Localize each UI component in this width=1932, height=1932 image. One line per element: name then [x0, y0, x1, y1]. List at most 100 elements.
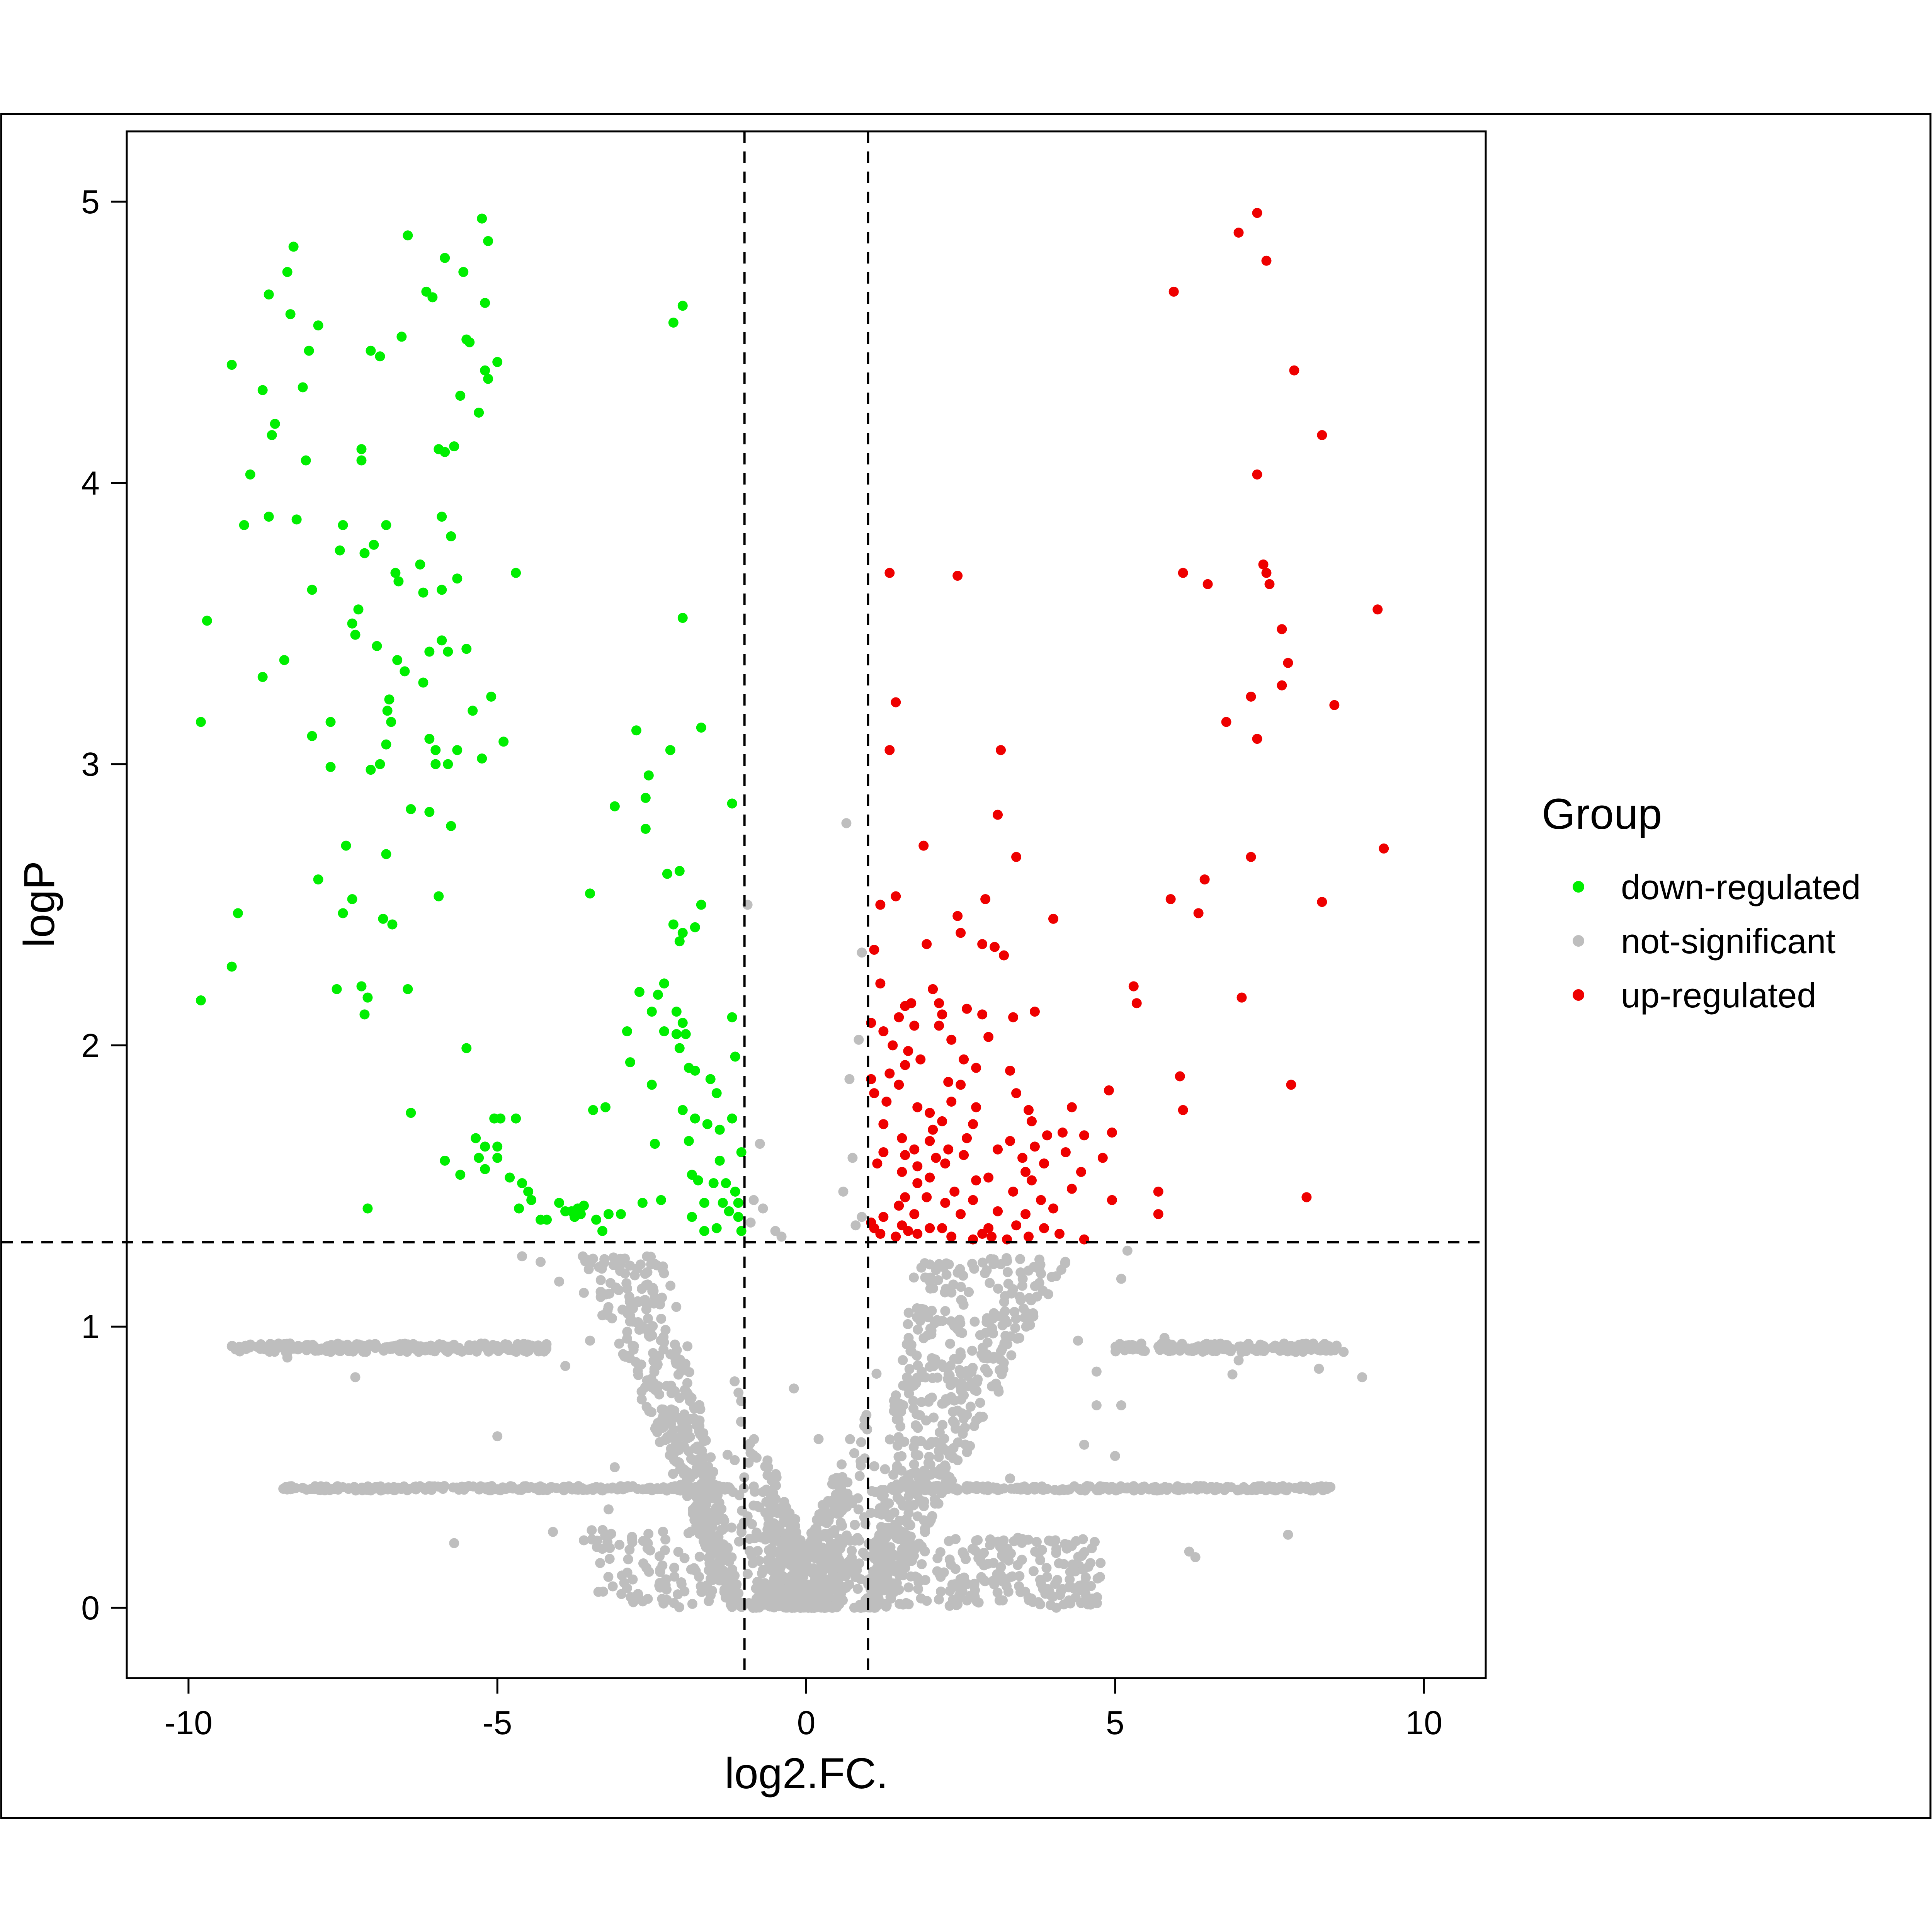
point-not-significant	[999, 1483, 1009, 1493]
point-not-significant	[722, 1449, 733, 1460]
point-up-regulated	[934, 1020, 944, 1031]
point-up-regulated	[891, 891, 901, 901]
point-not-significant	[852, 1533, 863, 1543]
point-up-regulated	[1178, 568, 1188, 578]
point-up-regulated	[983, 1032, 994, 1042]
point-not-significant	[298, 1483, 309, 1493]
point-not-significant	[904, 1364, 915, 1374]
point-not-significant	[750, 1486, 760, 1497]
point-not-significant	[957, 1429, 968, 1439]
point-down-regulated	[721, 1178, 731, 1189]
point-down-regulated	[455, 391, 466, 401]
point-down-regulated	[434, 891, 444, 901]
point-down-regulated	[362, 1203, 373, 1214]
point-not-significant	[1233, 1355, 1244, 1366]
point-not-significant	[872, 1555, 882, 1566]
point-down-regulated	[304, 345, 314, 356]
point-not-significant	[999, 1297, 1009, 1307]
point-not-significant	[926, 1325, 937, 1336]
point-not-significant	[979, 1548, 989, 1558]
point-not-significant	[932, 1372, 943, 1383]
point-up-regulated	[937, 1223, 947, 1233]
point-not-significant	[751, 1527, 762, 1538]
point-down-regulated	[226, 961, 237, 972]
point-down-regulated	[699, 1226, 709, 1236]
legend-label-down-regulated: down-regulated	[1621, 868, 1861, 907]
point-up-regulated	[971, 1102, 981, 1112]
point-not-significant	[992, 1483, 1002, 1493]
point-up-regulated	[1107, 1195, 1117, 1205]
point-not-significant	[310, 1481, 320, 1492]
point-not-significant	[673, 1547, 684, 1557]
point-not-significant	[763, 1590, 774, 1600]
point-not-significant	[919, 1466, 929, 1476]
point-not-significant	[879, 1585, 889, 1595]
point-not-significant	[693, 1454, 704, 1464]
point-not-significant	[435, 1482, 446, 1492]
point-down-regulated	[511, 568, 521, 578]
point-not-significant	[694, 1571, 704, 1582]
point-not-significant	[916, 1397, 927, 1407]
point-down-regulated	[288, 242, 299, 252]
legend-label-not-significant: not-significant	[1621, 922, 1835, 961]
point-not-significant	[971, 1481, 982, 1491]
point-not-significant	[682, 1378, 692, 1388]
point-not-significant	[845, 1434, 855, 1444]
point-down-regulated	[427, 292, 438, 303]
point-up-regulated	[912, 1102, 923, 1112]
point-down-regulated	[677, 928, 688, 938]
point-down-regulated	[386, 717, 396, 727]
point-not-significant	[603, 1572, 614, 1582]
point-up-regulated	[878, 1119, 889, 1129]
point-up-regulated	[928, 1124, 938, 1135]
point-not-significant	[764, 1581, 775, 1591]
point-not-significant	[893, 1440, 903, 1451]
point-up-regulated	[940, 1197, 951, 1208]
point-up-regulated	[925, 1223, 935, 1233]
point-up-regulated	[1277, 680, 1287, 690]
point-up-regulated	[1317, 897, 1327, 907]
point-not-significant	[997, 1320, 1008, 1330]
point-down-regulated	[659, 978, 669, 989]
point-up-regulated	[903, 1046, 913, 1056]
point-not-significant	[371, 1340, 381, 1350]
point-not-significant	[879, 1553, 889, 1563]
point-down-regulated	[400, 666, 410, 677]
point-not-significant	[993, 1536, 1003, 1547]
point-not-significant	[857, 947, 867, 958]
point-up-regulated	[875, 900, 886, 910]
point-not-significant	[327, 1342, 337, 1352]
point-not-significant	[908, 1396, 918, 1406]
point-not-significant	[578, 1287, 589, 1298]
points-layer	[196, 208, 1389, 1613]
point-not-significant	[699, 1436, 709, 1447]
point-not-significant	[1338, 1347, 1349, 1357]
point-not-significant	[276, 1341, 286, 1352]
point-not-significant	[737, 1602, 747, 1612]
point-up-regulated	[925, 1136, 935, 1146]
point-not-significant	[913, 1324, 923, 1335]
point-not-significant	[719, 1523, 729, 1534]
point-down-regulated	[514, 1203, 524, 1214]
point-not-significant	[969, 1264, 980, 1274]
point-not-significant	[1272, 1485, 1282, 1495]
point-not-significant	[976, 1572, 986, 1582]
point-not-significant	[901, 1598, 912, 1608]
point-not-significant	[841, 818, 852, 828]
point-not-significant	[743, 1458, 754, 1468]
point-not-significant	[813, 1434, 824, 1444]
point-up-regulated	[1027, 1116, 1037, 1126]
point-down-regulated	[668, 919, 679, 930]
point-not-significant	[881, 1600, 892, 1611]
point-down-regulated	[495, 1113, 506, 1124]
point-up-regulated	[934, 998, 944, 1009]
point-not-significant	[913, 1540, 923, 1551]
point-not-significant	[969, 1316, 980, 1327]
point-down-regulated	[461, 1043, 472, 1053]
point-down-regulated	[650, 1139, 660, 1149]
point-up-regulated	[922, 939, 932, 949]
point-not-significant	[560, 1361, 571, 1371]
point-up-regulated	[1066, 1184, 1077, 1194]
point-not-significant	[1095, 1558, 1106, 1568]
point-not-significant	[925, 1459, 935, 1470]
